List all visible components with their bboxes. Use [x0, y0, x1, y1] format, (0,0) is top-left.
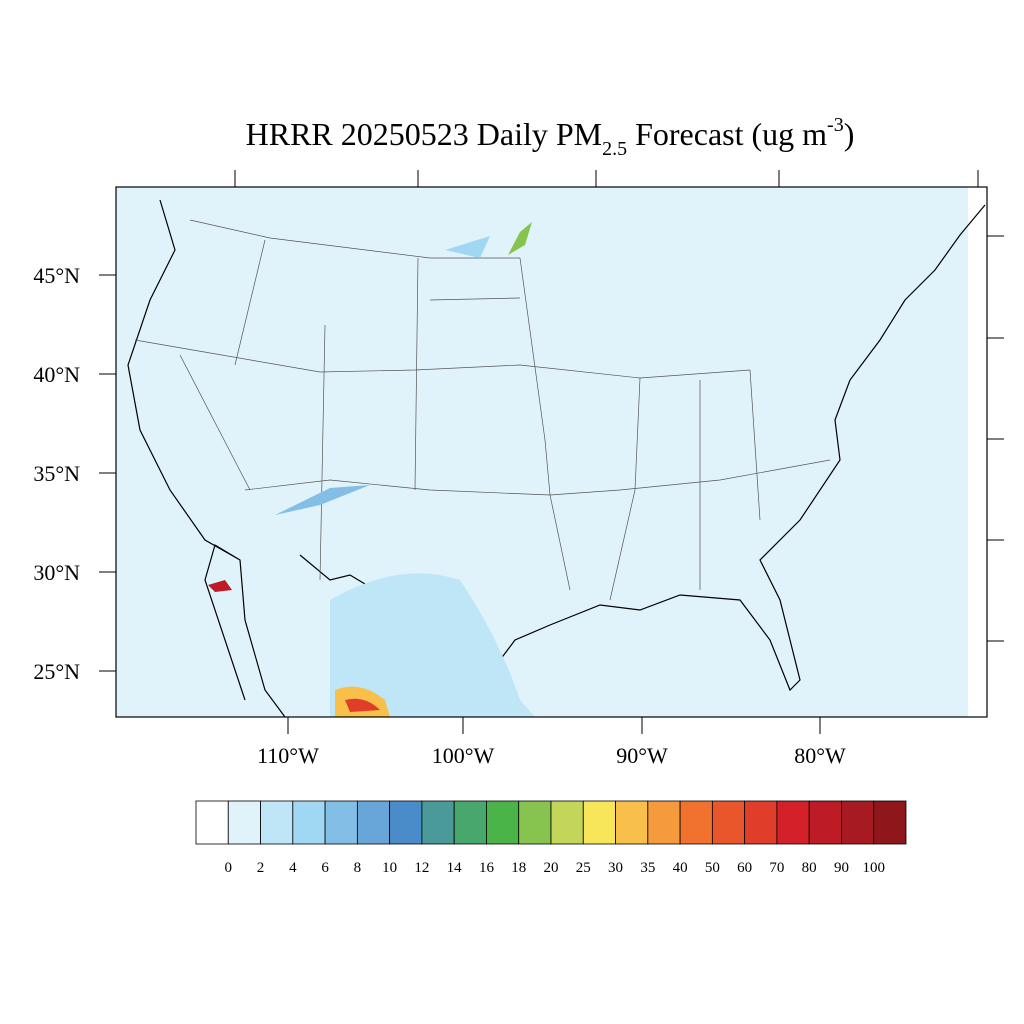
- smoke-plume: [275, 485, 370, 515]
- frame-ticks: [234, 170, 1004, 642]
- domain-edge: [968, 187, 987, 717]
- colorbar-box: [260, 800, 294, 845]
- smoke-plume: [508, 222, 532, 255]
- smoke-plume: [445, 236, 490, 258]
- colorbar-label: 6: [321, 860, 329, 876]
- colorbar-box: [615, 800, 649, 845]
- colorbar-label: 0: [225, 860, 233, 876]
- colorbar-label: 40: [673, 860, 688, 876]
- title-text: HRRR 20250523 Daily PM: [246, 116, 602, 152]
- colorbar-box: [195, 800, 229, 845]
- lat-label: 35°N: [33, 461, 80, 486]
- lon-label: 80°W: [794, 743, 846, 768]
- colorbar-box: [453, 800, 487, 845]
- colorbar-box: [841, 800, 875, 845]
- colorbar-box: [776, 800, 810, 845]
- lat-label: 30°N: [33, 560, 80, 585]
- smoke-plume: [208, 580, 232, 592]
- colorbar-box: [679, 800, 713, 845]
- title-text: Forecast (ug m: [627, 116, 827, 152]
- colorbar-label: 8: [354, 860, 362, 876]
- colorbar-label: 70: [769, 860, 784, 876]
- colorbar-label: 30: [608, 860, 623, 876]
- colorbar-label: 10: [382, 860, 397, 876]
- forecast-field: [116, 187, 987, 717]
- colorbar-box: [356, 800, 391, 845]
- colorbar-box: [227, 800, 261, 845]
- colorbar-label: 16: [479, 860, 495, 876]
- map-frame: [115, 186, 988, 718]
- colorbar-box: [421, 800, 455, 845]
- lon-label: 100°W: [432, 743, 495, 768]
- colorbar-box: [292, 800, 326, 845]
- title-text: ): [844, 116, 855, 152]
- lat-label: 45°N: [33, 263, 80, 288]
- colorbar-label: 60: [737, 860, 752, 876]
- colorbar-box: [324, 800, 358, 845]
- lat-label: 40°N: [33, 362, 80, 387]
- colorbar-box: [518, 800, 552, 845]
- smoke-plume: [345, 698, 380, 712]
- colorbar-label: 2: [257, 860, 265, 876]
- lon-label: 110°W: [257, 743, 319, 768]
- lon-label: 90°W: [616, 743, 668, 768]
- colorbar-box: [873, 800, 907, 845]
- title-subscript: 2.5: [602, 138, 627, 160]
- colorbar-label: 35: [640, 860, 655, 876]
- coastline: [127, 199, 986, 718]
- colorbar-label: 100: [862, 860, 885, 876]
- colorbar-label: 80: [802, 860, 817, 876]
- colorbar-label: 20: [544, 860, 559, 876]
- lat-label: 25°N: [33, 659, 80, 684]
- colorbar-box: [711, 800, 746, 845]
- colorbar-label: 90: [834, 860, 849, 876]
- colorbar-label: 14: [447, 860, 463, 876]
- state-boundaries: [134, 219, 831, 601]
- colorbar-label: 4: [289, 860, 297, 876]
- colorbar-box: [582, 800, 616, 845]
- colorbar-box: [808, 800, 842, 845]
- colorbar-box: [744, 800, 778, 845]
- colorbar-label: 12: [414, 860, 429, 876]
- smoke-plume: [330, 573, 535, 717]
- colorbar-box: [647, 800, 681, 845]
- colorbar-box: [550, 800, 584, 845]
- colorbar-label: 25: [576, 860, 591, 876]
- colorbar-box: [486, 800, 520, 845]
- colorbar-label: 18: [511, 860, 526, 876]
- colorbar-label: 50: [705, 860, 720, 876]
- title-superscript: -3: [827, 114, 844, 136]
- map-title: HRRR 20250523 Daily PM2.5 Forecast (ug m…: [246, 114, 855, 160]
- colorbar-box: [389, 800, 423, 845]
- map-panel: [115, 170, 1004, 718]
